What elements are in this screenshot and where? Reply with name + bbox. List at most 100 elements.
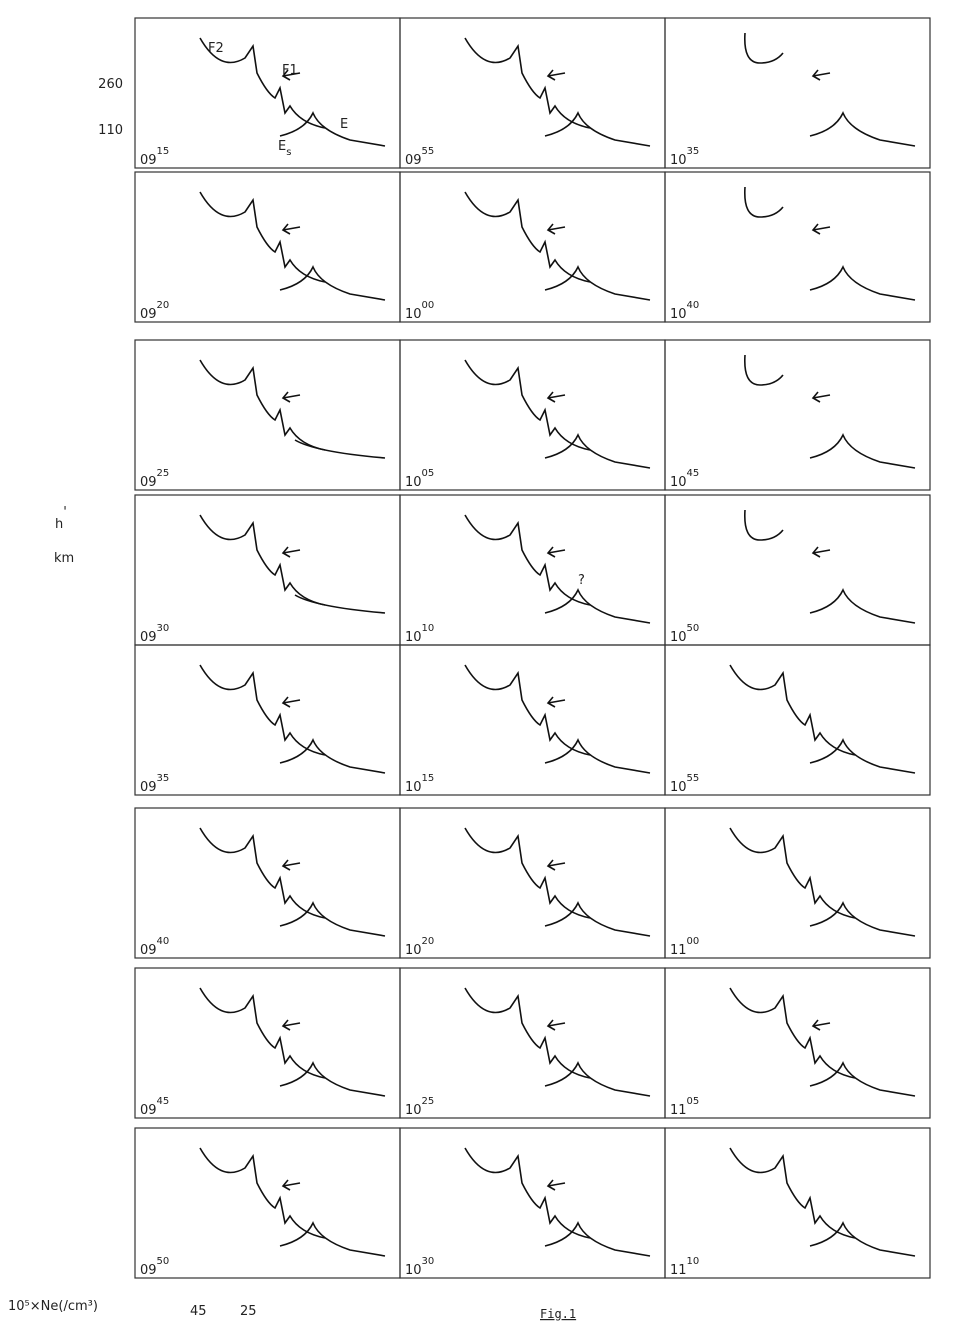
- arrow: [281, 696, 301, 708]
- f-layer-trace: [464, 37, 591, 129]
- time-hour: 11: [670, 1263, 687, 1278]
- e-layer-trace: [544, 588, 651, 624]
- e-layer-trace: [544, 738, 651, 774]
- time-hour: 09: [140, 780, 157, 795]
- time-minute: 30: [422, 1256, 435, 1267]
- f-layer-trace: [743, 354, 784, 386]
- ionogram-panel: 0950: [134, 1127, 401, 1279]
- time-label: 0935: [140, 773, 169, 795]
- time-hour: 09: [140, 630, 157, 645]
- time-label: 1025: [405, 1096, 434, 1118]
- f-layer-trace: [199, 191, 326, 283]
- e-layer-trace: [544, 901, 651, 937]
- panel-frame: [664, 1127, 931, 1279]
- time-hour: 10: [405, 1103, 422, 1118]
- panel-frame: [664, 171, 931, 323]
- ionogram-panel: 1040: [664, 171, 931, 323]
- y-label-main: h: [55, 517, 63, 532]
- panel-frame: [664, 644, 931, 796]
- panel-frame: [399, 967, 666, 1119]
- time-minute: 40: [157, 936, 170, 947]
- time-hour: 10: [670, 630, 687, 645]
- e-layer-trace: [809, 433, 916, 469]
- e-layer-trace: [809, 111, 916, 147]
- time-label: 0945: [140, 1096, 169, 1118]
- time-label: 1050: [670, 623, 699, 645]
- time-label: 1055: [670, 773, 699, 795]
- arrow: [811, 69, 831, 81]
- time-minute: 20: [422, 936, 435, 947]
- e-layer-trace: [279, 1221, 386, 1257]
- time-hour: 10: [405, 943, 422, 958]
- f-layer-trace: [464, 191, 591, 283]
- time-label: 1005: [405, 468, 434, 490]
- arrow: [281, 69, 301, 81]
- time-minute: 05: [422, 468, 435, 479]
- time-minute: 35: [157, 773, 170, 784]
- time-minute: 00: [422, 300, 435, 311]
- time-minute: 25: [157, 468, 170, 479]
- time-label: 1000: [405, 300, 434, 322]
- f-layer-trace: [199, 1147, 326, 1239]
- panel-frame: [664, 967, 931, 1119]
- arrow: [811, 546, 831, 558]
- time-minute: 30: [157, 623, 170, 634]
- f-layer-trace: [729, 1147, 856, 1239]
- arrow: [546, 391, 566, 403]
- time-label: 0955: [405, 146, 434, 168]
- time-hour: 10: [405, 780, 422, 795]
- ionogram-panel: 1045: [664, 339, 931, 491]
- x-label: 10⁵×Ne(/cm³): [8, 1299, 98, 1314]
- ionogram-panel: 1015: [399, 644, 666, 796]
- time-minute: 45: [687, 468, 700, 479]
- e-layer-trace: [809, 588, 916, 624]
- ionogram-panel: 1025: [399, 967, 666, 1119]
- e-layer-trace: [544, 433, 651, 469]
- panel-frame: [664, 17, 931, 169]
- time-minute: 55: [422, 146, 435, 157]
- time-label: 0940: [140, 936, 169, 958]
- time-label: 1010: [405, 623, 434, 645]
- arrow: [281, 1019, 301, 1031]
- y-unit: km: [54, 551, 74, 566]
- time-minute: 15: [157, 146, 170, 157]
- time-minute: 15: [422, 773, 435, 784]
- arrow: [546, 1179, 566, 1191]
- f-layer-trace: [199, 514, 326, 606]
- panel-frame: [134, 494, 401, 646]
- time-minute: 00: [687, 936, 700, 947]
- arrow: [281, 1179, 301, 1191]
- time-label: 0925: [140, 468, 169, 490]
- time-minute: 45: [157, 1096, 170, 1107]
- time-minute: 50: [157, 1256, 170, 1267]
- time-hour: 09: [140, 153, 157, 168]
- f-layer-trace: [729, 664, 856, 756]
- arrow: [546, 223, 566, 235]
- layer-label: Es: [278, 139, 291, 158]
- panel-frame: [134, 644, 401, 796]
- arrow: [811, 223, 831, 235]
- x-tick-label: 25: [240, 1304, 257, 1319]
- ionogram-panel: 1000: [399, 171, 666, 323]
- time-hour: 09: [405, 153, 422, 168]
- e-layer-trace: [294, 594, 386, 614]
- time-hour: 10: [670, 307, 687, 322]
- time-hour: 10: [670, 475, 687, 490]
- panel-frame: [134, 1127, 401, 1279]
- panel-frame: [134, 807, 401, 959]
- time-minute: 50: [687, 623, 700, 634]
- f-layer-trace: [729, 987, 856, 1079]
- panel-frame: [134, 171, 401, 323]
- layer-label: E: [340, 117, 348, 132]
- ionogram-panel: 0925: [134, 339, 401, 491]
- f-layer-trace: [464, 827, 591, 919]
- time-minute: 40: [687, 300, 700, 311]
- e-layer-trace: [279, 265, 386, 301]
- ionogram-panel: 1105: [664, 967, 931, 1119]
- panel-frame: [664, 807, 931, 959]
- es-sub: s: [286, 147, 291, 158]
- time-label: 0930: [140, 623, 169, 645]
- e-layer-trace: [809, 265, 916, 301]
- x-tick-label: 45: [190, 1304, 207, 1319]
- arrow: [546, 859, 566, 871]
